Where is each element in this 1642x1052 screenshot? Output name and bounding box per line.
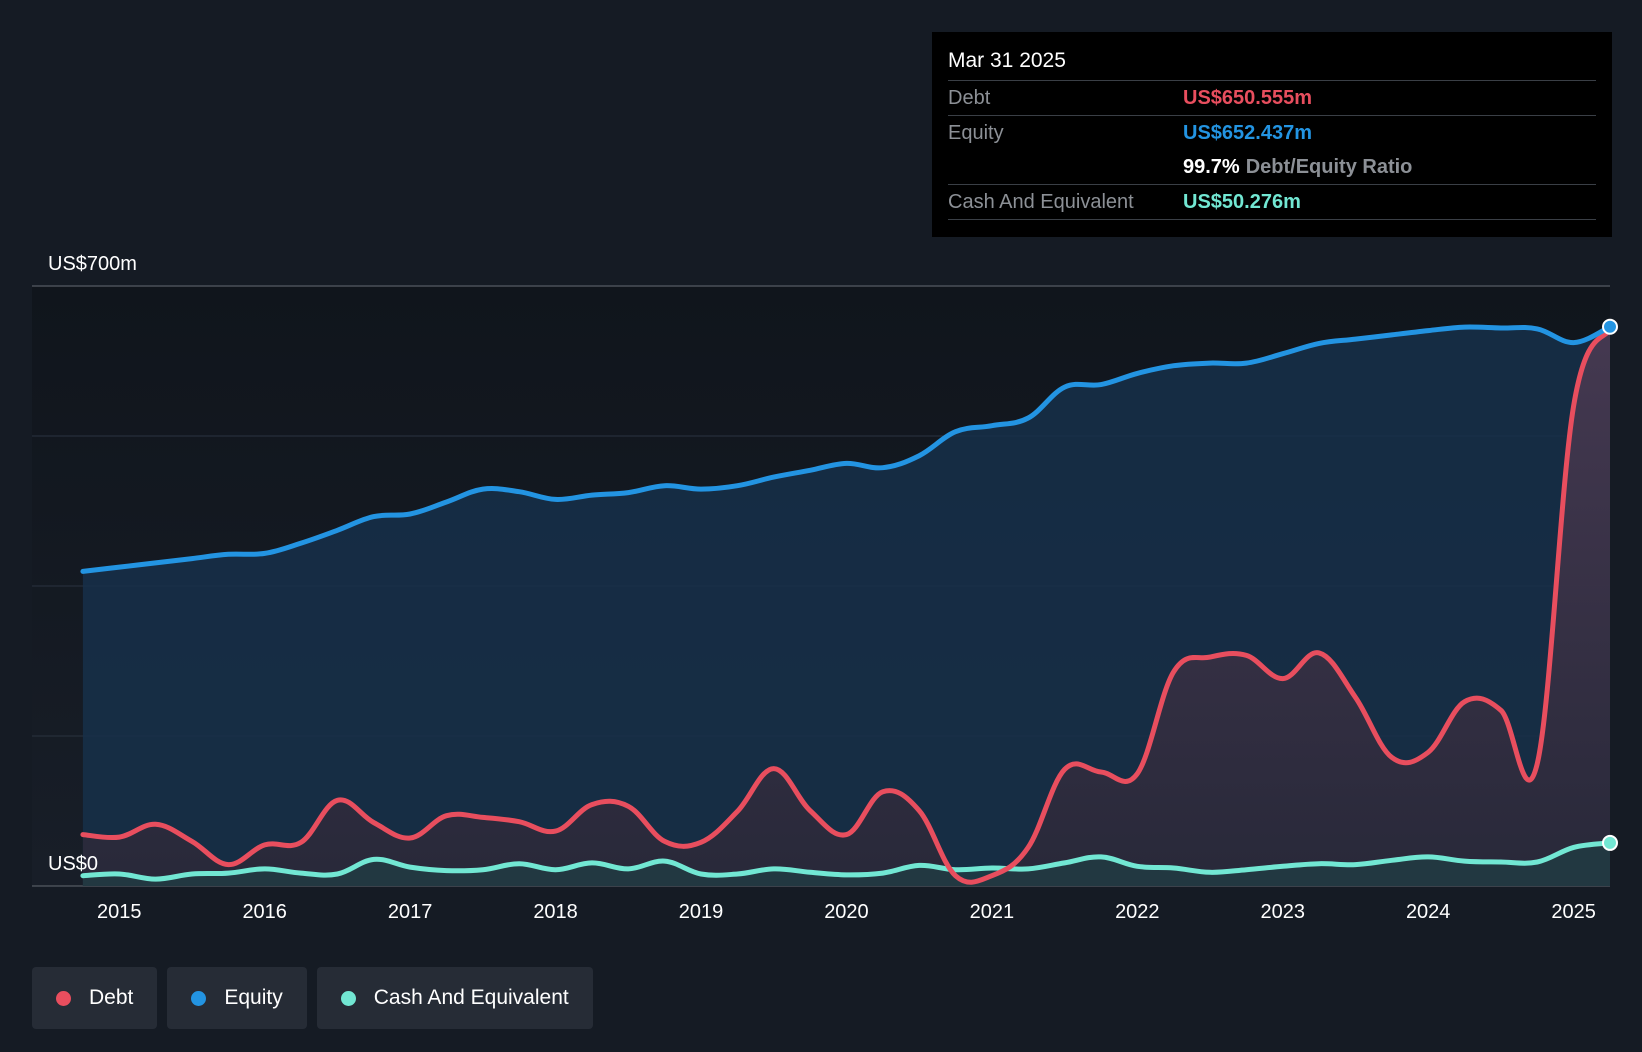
tooltip-equity-label: Equity [948,121,1004,144]
debt-line [80,325,1610,885]
cash-line [80,840,1610,882]
tooltip-date: Mar 31 2025 [948,49,1066,72]
x-tick-label: 2017 [388,901,433,923]
debt-dot-icon [56,990,71,1006]
equity-dot-icon [191,990,207,1006]
x-tick-label: 2019 [679,901,724,923]
x-axis-ticks: 2015 2016 2017 2018 2019 2020 2021 2022 2023 2024… [97,901,1596,923]
debt-area [82,328,1610,886]
legend-item-equity[interactable]: Equity [167,967,307,1029]
x-tick-label: 2016 [242,901,287,923]
tooltip: Mar 31 2025 Debt US$650.555m Equity US$6… [932,32,1612,237]
cash-endpoint-marker[interactable] [1602,834,1618,851]
legend-item-debt[interactable]: Debt [32,967,158,1029]
legend-item-cash[interactable]: Cash And Equivalent [316,967,593,1029]
tooltip-ratio-value: 99.7% [1183,155,1240,178]
x-tick-label: 2025 [1551,901,1596,923]
x-tick-label: 2020 [824,901,869,923]
tooltip-debt-value: US$650.555m [1183,86,1312,109]
equity-endpoint-marker[interactable] [1602,318,1618,335]
tooltip-debt-label: Debt [948,86,991,109]
y-axis-top-label: US$700m [48,253,137,275]
debt-equity-chart: US$700m US$0 2015 2016 2017 2018 2019 2020 202… [32,253,1618,923]
x-tick-label: 2022 [1115,901,1160,923]
x-tick-label: 2018 [533,901,578,923]
x-tick-label: 2023 [1261,901,1306,923]
tooltip-ratio-label: Debt/Equity Ratio [1245,155,1413,178]
x-tick-label: 2015 [97,901,142,923]
legend-equity-label: Equity [224,986,283,1009]
tooltip-row-debt: Debt US$650.555m [948,80,1596,115]
legend-cash-label: Cash And Equivalent [373,986,569,1009]
tooltip-equity-value: US$652.437m [1183,121,1312,144]
cash-area [82,842,1610,886]
equity-line [80,324,1610,574]
legend-debt-label: Debt [89,986,134,1009]
y-axis-bottom-label: US$0 [48,853,98,875]
tooltip-cash-value: US$50.276m [1183,190,1301,213]
x-tick-label: 2024 [1406,901,1451,923]
cash-dot-icon [340,990,356,1006]
tooltip-row-equity: Equity US$652.437m [948,115,1596,150]
legend: Debt Equity Cash And Equivalent [32,967,593,1029]
x-tick-label: 2021 [970,901,1015,923]
tooltip-cash-label: Cash And Equivalent [948,190,1134,213]
tooltip-row-ratio: 99.7% Debt/Equity Ratio [948,150,1596,184]
tooltip-row-cash: Cash And Equivalent US$50.276m [948,184,1596,220]
